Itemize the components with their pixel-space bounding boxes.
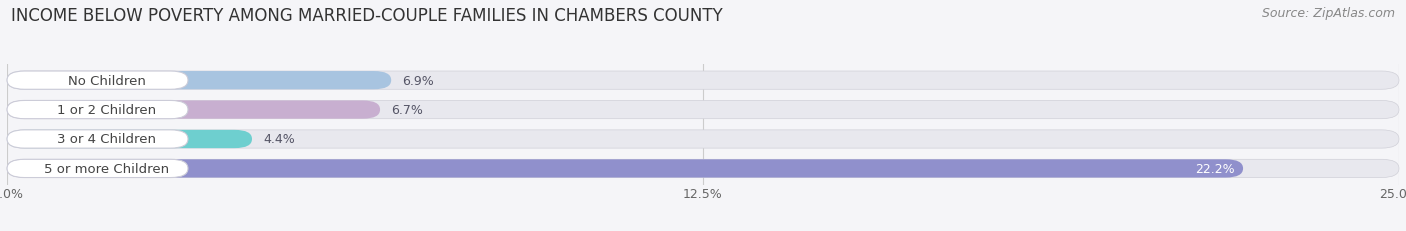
FancyBboxPatch shape bbox=[7, 130, 252, 149]
FancyBboxPatch shape bbox=[7, 160, 1243, 178]
FancyBboxPatch shape bbox=[7, 101, 1399, 119]
FancyBboxPatch shape bbox=[7, 130, 188, 149]
FancyBboxPatch shape bbox=[7, 72, 391, 90]
FancyBboxPatch shape bbox=[7, 72, 188, 90]
FancyBboxPatch shape bbox=[7, 160, 188, 178]
FancyBboxPatch shape bbox=[7, 130, 1399, 149]
FancyBboxPatch shape bbox=[7, 72, 1399, 90]
FancyBboxPatch shape bbox=[7, 160, 1399, 178]
Text: 6.7%: 6.7% bbox=[391, 104, 423, 117]
Text: 4.4%: 4.4% bbox=[263, 133, 295, 146]
Text: 1 or 2 Children: 1 or 2 Children bbox=[58, 104, 156, 117]
Text: Source: ZipAtlas.com: Source: ZipAtlas.com bbox=[1261, 7, 1395, 20]
Text: 5 or more Children: 5 or more Children bbox=[44, 162, 169, 175]
FancyBboxPatch shape bbox=[7, 101, 380, 119]
Text: INCOME BELOW POVERTY AMONG MARRIED-COUPLE FAMILIES IN CHAMBERS COUNTY: INCOME BELOW POVERTY AMONG MARRIED-COUPL… bbox=[11, 7, 723, 25]
Text: 3 or 4 Children: 3 or 4 Children bbox=[58, 133, 156, 146]
Text: 22.2%: 22.2% bbox=[1195, 162, 1234, 175]
Text: No Children: No Children bbox=[67, 74, 145, 87]
FancyBboxPatch shape bbox=[7, 101, 188, 119]
Text: 6.9%: 6.9% bbox=[402, 74, 434, 87]
